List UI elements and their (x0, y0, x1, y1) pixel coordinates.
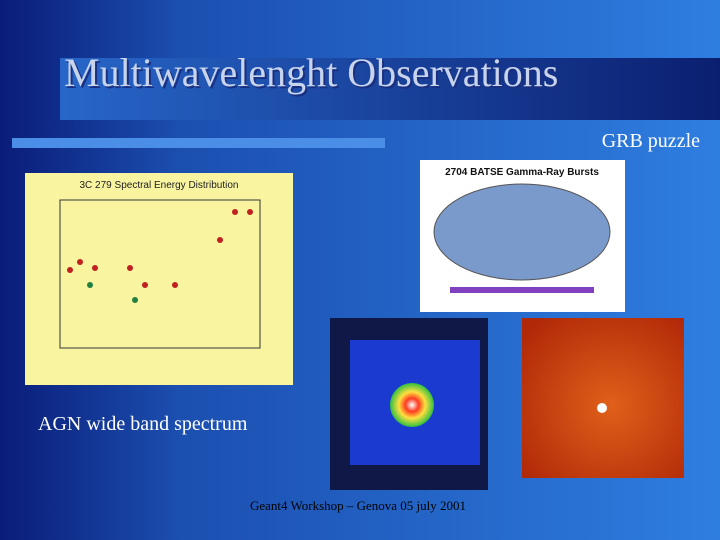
optical-figure (522, 318, 684, 478)
sky-map (433, 183, 611, 281)
optical-source (597, 403, 607, 413)
color-scale (450, 287, 594, 293)
footer: Geant4 Workshop – Genova 05 july 2001 (250, 498, 466, 513)
title-shadow: Multiwavelenght Observations (66, 52, 560, 97)
caption: AGN wide band spectrum (38, 413, 248, 435)
subtitle: GRB puzzle (602, 130, 700, 152)
batse-title: 2704 BATSE Gamma-Ray Bursts (445, 167, 599, 178)
sed-points (67, 209, 253, 303)
sax-source (390, 383, 434, 427)
sed-figure (25, 173, 293, 385)
title: Multiwavelenght Observations (64, 50, 558, 95)
sed-frame (59, 199, 261, 349)
accent-bar (12, 138, 385, 148)
sed-title: 3C 279 Spectral Energy Distribution (80, 180, 239, 191)
title-band (60, 58, 720, 120)
